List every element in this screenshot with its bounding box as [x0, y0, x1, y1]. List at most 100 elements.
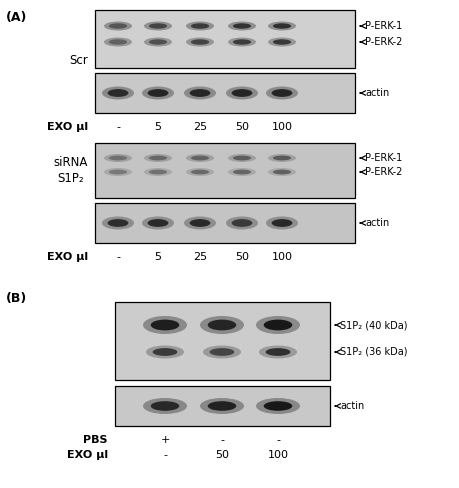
Bar [95, 203, 354, 243]
Text: 100: 100 [271, 122, 292, 132]
Ellipse shape [268, 21, 295, 30]
Ellipse shape [207, 401, 236, 411]
Ellipse shape [265, 217, 297, 229]
Ellipse shape [109, 40, 127, 45]
Ellipse shape [143, 316, 187, 334]
Ellipse shape [104, 21, 132, 30]
Text: 100: 100 [271, 252, 292, 262]
Bar [95, 10, 354, 68]
Ellipse shape [256, 316, 299, 334]
Ellipse shape [228, 168, 256, 176]
Ellipse shape [152, 348, 177, 356]
Ellipse shape [109, 170, 127, 174]
Ellipse shape [142, 86, 174, 100]
Ellipse shape [228, 38, 256, 46]
Ellipse shape [102, 86, 134, 100]
Ellipse shape [185, 168, 213, 176]
Text: 5: 5 [154, 122, 161, 132]
Ellipse shape [232, 156, 251, 161]
Ellipse shape [185, 21, 213, 30]
Text: -: - [275, 435, 280, 445]
Text: 25: 25 [192, 252, 207, 262]
Text: EXO µl: EXO µl [47, 252, 88, 262]
Ellipse shape [225, 217, 257, 229]
Text: -: - [219, 435, 224, 445]
Text: (B): (B) [6, 292, 27, 305]
Ellipse shape [143, 398, 187, 414]
Ellipse shape [190, 170, 209, 174]
Text: 100: 100 [267, 450, 288, 460]
Ellipse shape [258, 346, 297, 359]
Bar [115, 386, 329, 426]
Bar [95, 203, 354, 243]
Ellipse shape [147, 219, 168, 227]
Text: S1P₂ (36 kDa): S1P₂ (36 kDa) [339, 347, 407, 357]
Ellipse shape [268, 168, 295, 176]
Text: +: + [160, 435, 169, 445]
Ellipse shape [149, 156, 167, 161]
Ellipse shape [104, 154, 132, 162]
Ellipse shape [232, 23, 251, 29]
Text: EXO µl: EXO µl [47, 122, 88, 132]
Ellipse shape [228, 21, 256, 30]
Ellipse shape [184, 217, 216, 229]
Text: siRNA
S1P₂: siRNA S1P₂ [54, 156, 88, 184]
Ellipse shape [149, 23, 167, 29]
Ellipse shape [272, 156, 291, 161]
Ellipse shape [200, 398, 243, 414]
Ellipse shape [189, 219, 210, 227]
Ellipse shape [149, 40, 167, 45]
Text: -: - [116, 252, 120, 262]
Bar [95, 73, 354, 113]
Text: EXO µl: EXO µl [67, 450, 108, 460]
Ellipse shape [146, 346, 184, 359]
Ellipse shape [189, 89, 210, 97]
Ellipse shape [265, 86, 297, 100]
Ellipse shape [184, 86, 216, 100]
Text: P-ERK-1: P-ERK-1 [364, 21, 401, 31]
Bar [95, 73, 354, 113]
Ellipse shape [151, 401, 179, 411]
Ellipse shape [207, 320, 236, 330]
Ellipse shape [256, 398, 299, 414]
Text: S1P₂ (40 kDa): S1P₂ (40 kDa) [339, 320, 407, 330]
Ellipse shape [144, 168, 172, 176]
Ellipse shape [144, 154, 172, 162]
Ellipse shape [185, 38, 213, 46]
Text: -: - [162, 450, 167, 460]
Text: 50: 50 [214, 450, 229, 460]
Ellipse shape [232, 40, 251, 45]
Ellipse shape [104, 38, 132, 46]
Ellipse shape [104, 168, 132, 176]
Ellipse shape [109, 23, 127, 29]
Bar [115, 386, 329, 426]
Bar [95, 10, 354, 68]
Ellipse shape [102, 217, 134, 229]
Text: 5: 5 [154, 252, 161, 262]
Text: Scr: Scr [69, 54, 88, 66]
Ellipse shape [107, 89, 128, 97]
Ellipse shape [228, 154, 256, 162]
Ellipse shape [232, 170, 251, 174]
Text: (A): (A) [6, 11, 28, 24]
Text: actin: actin [339, 401, 364, 411]
Ellipse shape [202, 346, 241, 359]
Ellipse shape [147, 89, 168, 97]
Bar [115, 302, 329, 380]
Ellipse shape [209, 348, 234, 356]
Ellipse shape [190, 23, 209, 29]
Ellipse shape [231, 219, 252, 227]
Ellipse shape [268, 154, 295, 162]
Text: 50: 50 [235, 122, 248, 132]
Bar [95, 143, 354, 198]
Text: P-ERK-2: P-ERK-2 [364, 167, 402, 177]
Ellipse shape [231, 89, 252, 97]
Bar [115, 302, 329, 380]
Text: PBS: PBS [84, 435, 108, 445]
Ellipse shape [107, 219, 128, 227]
Ellipse shape [151, 320, 179, 330]
Ellipse shape [200, 316, 243, 334]
Ellipse shape [265, 348, 290, 356]
Text: actin: actin [364, 88, 388, 98]
Ellipse shape [144, 38, 172, 46]
